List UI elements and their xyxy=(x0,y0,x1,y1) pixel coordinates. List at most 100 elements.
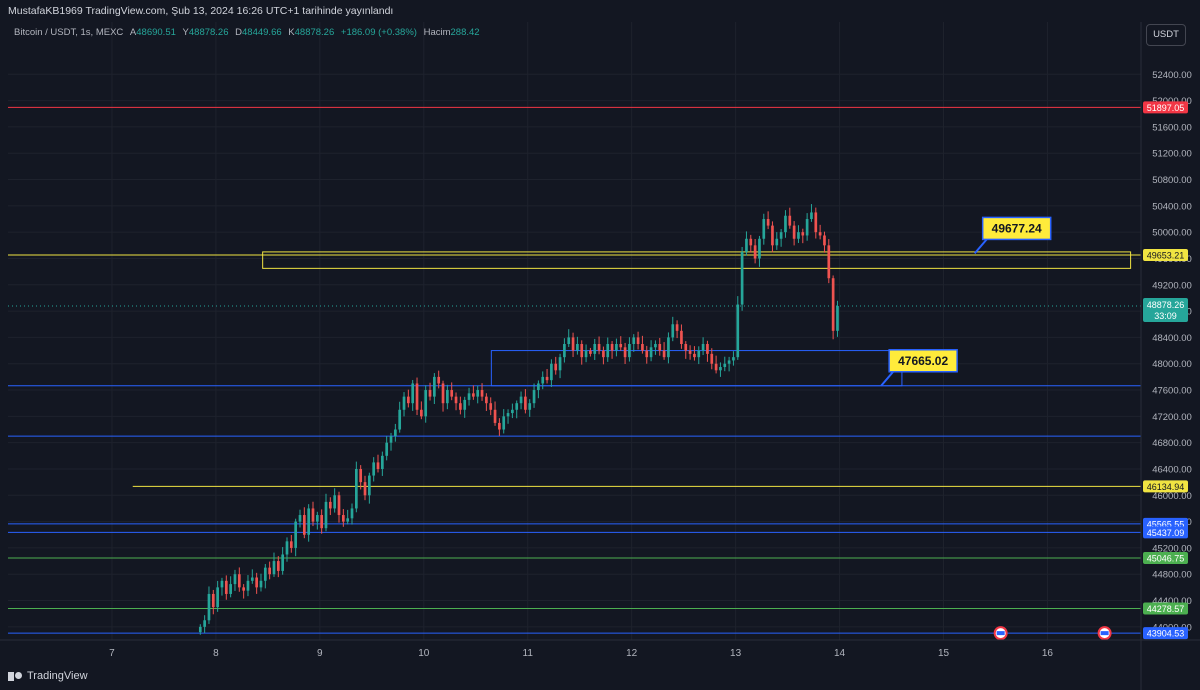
candle-body xyxy=(454,396,458,404)
time-tick-label: 16 xyxy=(1042,648,1054,659)
candle-body xyxy=(784,215,787,233)
candle-body xyxy=(250,577,254,581)
callout-box xyxy=(981,216,1052,241)
candle-body xyxy=(736,304,740,358)
volume-value: 288.42 xyxy=(450,27,480,38)
candle-body xyxy=(615,344,618,351)
time-tick-label: 13 xyxy=(730,648,742,659)
currency-button[interactable]: USDT xyxy=(1146,24,1186,46)
time-tick-label: 8 xyxy=(213,648,219,659)
candle-body xyxy=(606,344,610,358)
price-label-text: 45565.55 xyxy=(1147,519,1185,529)
candle-body xyxy=(580,344,584,358)
volume-label: Hacim xyxy=(423,27,451,38)
candle-body xyxy=(359,468,363,483)
price-tick-label: 46800.00 xyxy=(1152,438,1192,449)
candle-body xyxy=(749,238,753,246)
candle-body xyxy=(779,232,783,239)
candle-body xyxy=(498,422,501,430)
candle-body xyxy=(571,337,575,351)
symbol-name[interactable]: Bitcoin / USDT, 1s, MEXC xyxy=(14,27,124,38)
candle-body xyxy=(337,495,341,516)
candle-body xyxy=(354,468,358,509)
time-axis[interactable]: 7 8 9 10 11 12 13 14 15 16 xyxy=(0,639,1200,659)
close-value: 48878.26 xyxy=(294,27,335,38)
candle-body xyxy=(415,383,419,410)
candle-body xyxy=(554,363,558,371)
candle-body xyxy=(350,508,354,519)
candle-body xyxy=(654,344,657,348)
candle-body xyxy=(198,626,202,633)
price-label-text: 45437.09 xyxy=(1147,528,1185,538)
candle-body xyxy=(407,396,410,404)
high-label: Y xyxy=(182,27,189,38)
candle-body xyxy=(276,561,280,571)
candle-body xyxy=(506,413,510,417)
price-tick-label: 46000.00 xyxy=(1152,491,1192,502)
candle-body xyxy=(385,442,389,456)
candle-body xyxy=(255,577,258,588)
symbol-legend[interactable]: Bitcoin / USDT, 1s, MEXC A48690.51 Y4887… xyxy=(14,27,480,38)
candle-body xyxy=(584,350,588,358)
time-tick-label: 14 xyxy=(834,648,846,659)
price-label-text: 46134.94 xyxy=(1147,482,1185,492)
candle-body xyxy=(320,515,324,529)
candle-body xyxy=(433,376,436,397)
candle-body xyxy=(710,353,714,364)
last-price-box xyxy=(1143,297,1188,322)
time-tick-label: 9 xyxy=(317,648,323,659)
price-zone-rectangle xyxy=(490,350,903,387)
economic-event-flag xyxy=(1100,631,1109,636)
candle-body xyxy=(237,574,241,588)
high-value: 48878.26 xyxy=(188,27,229,38)
price-label-box xyxy=(1143,551,1188,564)
price-axis-labels: 51897.05 49653.21 46134.94 45565.5545437.09… xyxy=(1143,101,1188,640)
tradingview-footer: TradingView xyxy=(8,670,88,682)
candle-body xyxy=(328,501,332,509)
candle-body xyxy=(402,396,406,410)
price-tick-label: 44400.00 xyxy=(1152,596,1192,607)
candle-body xyxy=(216,587,219,608)
price-label-text: 45046.75 xyxy=(1147,553,1185,563)
candle-body xyxy=(814,212,818,233)
candle-body xyxy=(333,495,337,509)
footer-brand: TradingView xyxy=(27,670,88,682)
close-label: K xyxy=(288,27,295,38)
low-value: 48449.66 xyxy=(242,27,282,38)
candle-body xyxy=(472,393,475,397)
candle-body xyxy=(602,350,605,358)
chart-grid xyxy=(8,22,1141,640)
price-label-text: 51897.05 xyxy=(1147,103,1185,113)
candle-body xyxy=(537,383,540,391)
price-label-box xyxy=(1143,526,1188,539)
last-price-countdown: 33:09 xyxy=(1154,311,1177,321)
candle-body xyxy=(597,344,601,351)
change-value: +186.09 (+0.38%) xyxy=(340,27,417,38)
candle-body xyxy=(519,396,523,404)
candle-body xyxy=(389,436,393,443)
candle-body xyxy=(836,305,839,331)
candle-body xyxy=(823,235,826,246)
candle-body xyxy=(662,350,666,358)
candle-body xyxy=(714,363,718,371)
candle-body xyxy=(610,344,614,351)
candle-body xyxy=(766,219,770,226)
candle-body xyxy=(372,462,376,476)
candle-body xyxy=(493,409,497,423)
candle-body xyxy=(619,344,623,348)
candlestick-series xyxy=(198,204,839,635)
publisher-text: MustafaKB1969 TradingView.com, Şub 13, 2… xyxy=(8,5,394,17)
price-label-box xyxy=(1143,480,1188,493)
candle-body xyxy=(428,390,432,397)
candle-body xyxy=(259,580,263,588)
price-zone-rectangle xyxy=(262,251,1132,269)
candle-body xyxy=(302,515,306,535)
candle-body xyxy=(762,219,766,239)
price-label-box xyxy=(1143,248,1188,261)
candle-body xyxy=(268,567,271,575)
candle-body xyxy=(680,330,683,344)
candle-body xyxy=(558,357,562,371)
candle-body xyxy=(446,390,449,404)
candle-body xyxy=(368,475,371,496)
